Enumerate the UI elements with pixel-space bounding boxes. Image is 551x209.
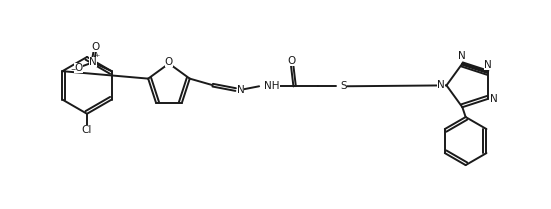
- Text: $^-$: $^-$: [69, 66, 77, 75]
- Text: NH: NH: [264, 81, 279, 91]
- Text: NH: NH: [264, 81, 279, 91]
- Text: O: O: [288, 56, 296, 66]
- Text: S: S: [341, 81, 347, 91]
- Text: N: N: [89, 57, 96, 67]
- Text: N: N: [458, 51, 466, 61]
- Text: N: N: [458, 51, 466, 61]
- Text: Cl: Cl: [82, 125, 92, 135]
- Text: N: N: [490, 94, 498, 104]
- Text: O: O: [74, 63, 83, 73]
- Text: N: N: [484, 60, 492, 70]
- Text: S: S: [341, 81, 347, 91]
- Text: N: N: [490, 94, 498, 104]
- Text: N: N: [237, 85, 245, 94]
- Text: O: O: [91, 42, 100, 52]
- Text: N: N: [437, 80, 445, 90]
- Text: O: O: [74, 63, 83, 73]
- Text: O: O: [165, 57, 173, 68]
- Text: N: N: [437, 80, 445, 90]
- Text: O: O: [165, 57, 173, 68]
- Text: N: N: [237, 85, 245, 94]
- Text: N: N: [89, 57, 96, 67]
- Text: O: O: [288, 56, 296, 66]
- Text: N: N: [484, 60, 492, 70]
- Text: Cl: Cl: [82, 125, 92, 135]
- Text: $^+$: $^+$: [93, 52, 101, 61]
- Text: O: O: [91, 42, 100, 52]
